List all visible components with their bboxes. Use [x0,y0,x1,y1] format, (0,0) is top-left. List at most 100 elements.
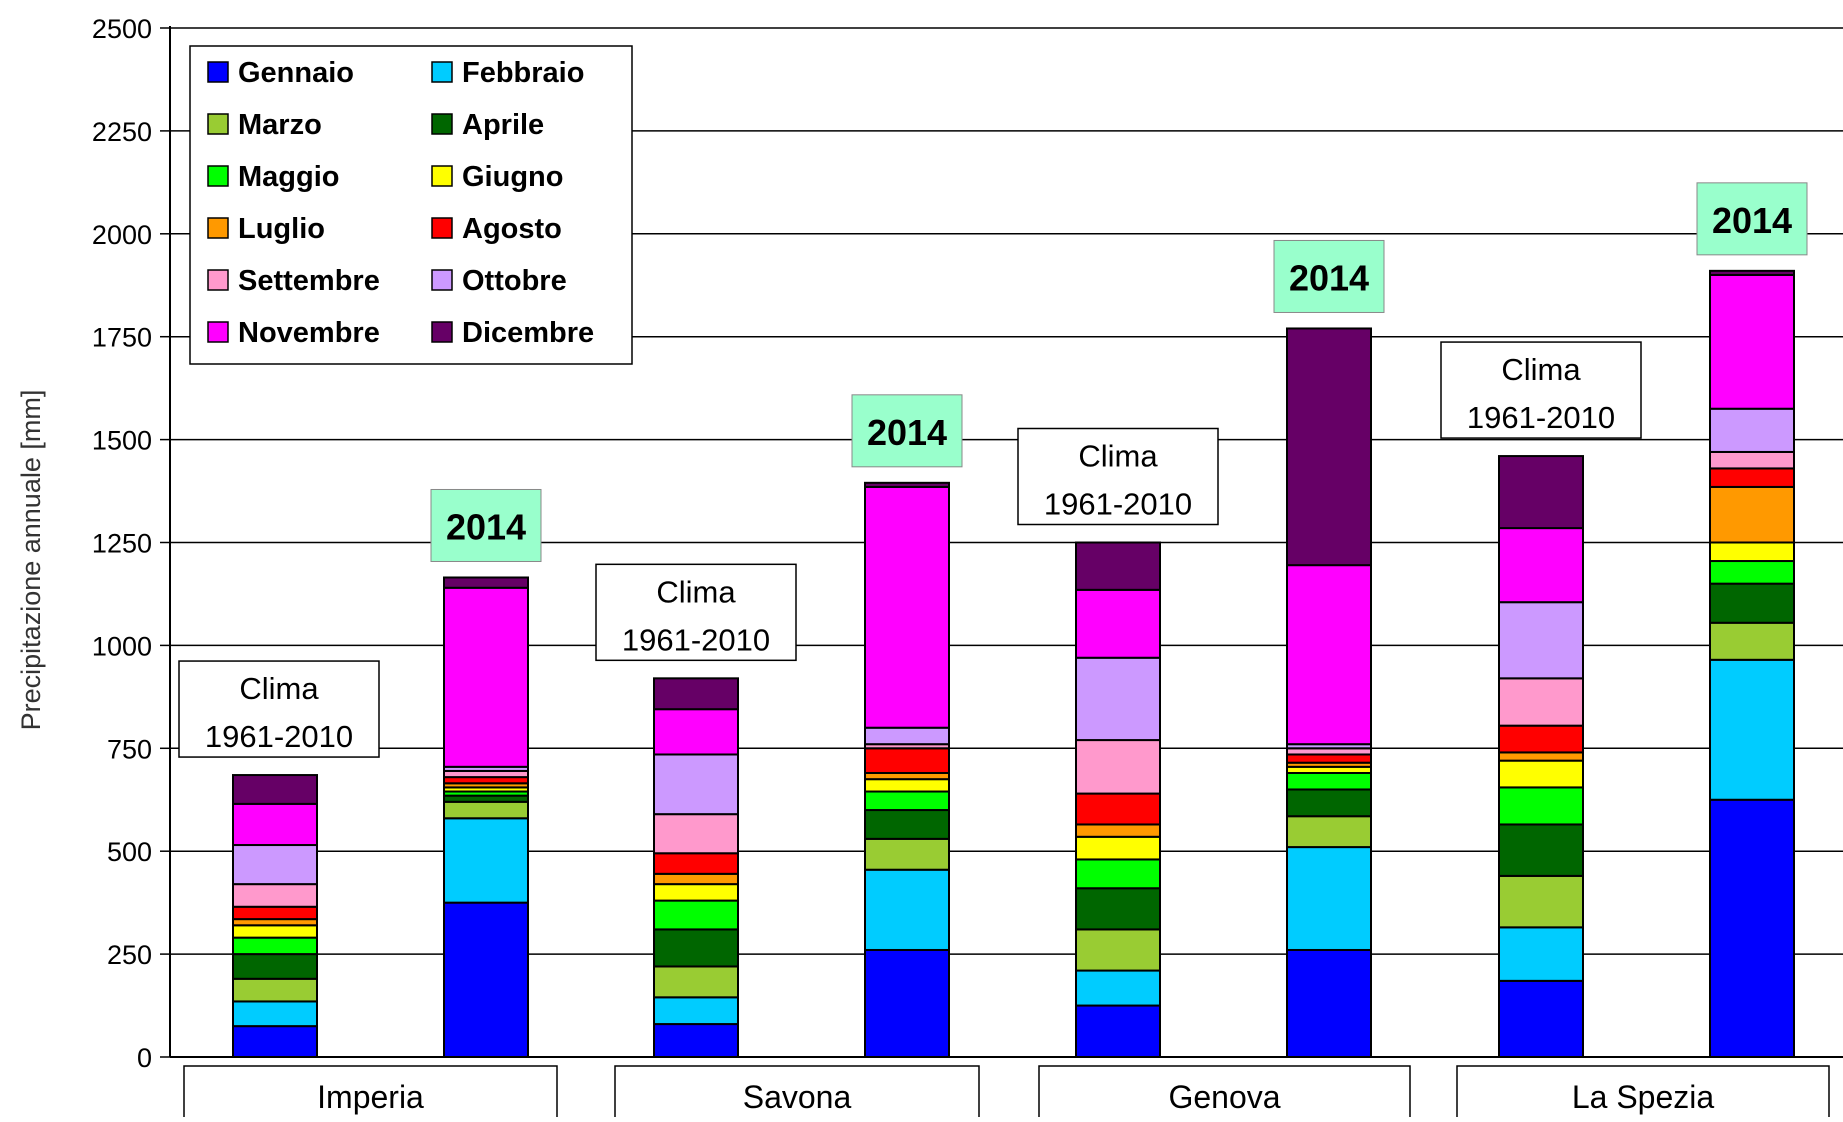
bar-segment-dicembre [864,481,950,488]
y-tick-label: 1750 [92,323,152,353]
year-label-box [430,488,542,562]
bar-segment-marzo [653,965,739,999]
bar-segment-maggio [653,899,739,931]
group-label-box [1456,1065,1830,1122]
legend-swatch-novembre [207,321,229,343]
legend-label: Febbraio [462,57,584,89]
y-tick-label: 500 [107,837,152,867]
bar-segment-settembre [1498,677,1584,727]
y-tick-label: 2250 [92,117,152,147]
bar-segment-giugno [1075,835,1161,861]
bar-segment-giugno [653,883,739,902]
bar-segment-novembre [1075,588,1161,659]
bar-segment-maggio [864,790,950,812]
bar-segment-aprile [232,953,318,980]
group-label: Genova [1168,1079,1280,1115]
legend-swatch-aprile [431,113,453,135]
y-tick-label: 750 [107,734,152,764]
bar-segment-settembre [232,883,318,908]
bar-segment-febbraio [864,868,950,951]
bar-segment-aprile [864,809,950,840]
bar-segment-giugno [864,778,950,793]
legend-label: Luglio [238,213,325,245]
bar-segment-settembre [1075,739,1161,795]
bar-segment-marzo [1286,815,1372,849]
bar-segment-gennaio [1498,979,1584,1058]
bar-segment-maggio [232,936,318,956]
bar-segment-febbraio [232,1000,318,1028]
bar-segment-novembre [1498,527,1584,604]
legend-label: Aprile [462,109,544,141]
bar-segment-giugno [1709,541,1795,563]
bar-segment-marzo [1075,928,1161,972]
bar-segment-agosto [232,905,318,921]
legend-label: Ottobre [462,265,567,297]
y-tick-label: 2000 [92,220,152,250]
bar-segment-novembre [232,802,318,847]
year-label: 2014 [446,506,526,547]
bar-segment-febbraio [1709,658,1795,801]
bar-segment-novembre [864,485,950,729]
bar-segment-gennaio [653,1023,739,1059]
bar-segment-maggio [1709,560,1795,585]
bar-segment-agosto [1286,753,1372,764]
clima-label: 1961-2010 [1044,487,1192,522]
y-tick-label: 1500 [92,426,152,456]
legend-label: Settembre [238,265,380,297]
clima-label: 1961-2010 [622,622,770,657]
legend-label: Novembre [238,317,380,349]
clima-label: Clima [1501,352,1581,387]
bar-segment-febbraio [1075,969,1161,1007]
bar-segment-luglio [1075,823,1161,838]
bar-segment-novembre [1286,564,1372,746]
year-label: 2014 [1712,200,1792,241]
bar-segment-gennaio [864,948,950,1059]
y-axis-label: Precipitazione annuale [mm] [16,390,46,731]
bar-segment-agosto [1075,792,1161,826]
bar-segment-dicembre [1075,541,1161,591]
year-label-box [1273,239,1385,313]
bar-segment-marzo [1498,874,1584,929]
bar-segment-ottobre [653,753,739,816]
bar-segment-aprile [653,928,739,968]
year-label-box [1696,182,1808,256]
legend-label: Marzo [238,109,322,141]
bar-segment-dicembre [232,774,318,805]
bar-segment-aprile [1709,582,1795,624]
bar-segment-marzo [1709,621,1795,661]
bars-layer [232,269,1795,1059]
clima-label-box [1440,341,1642,439]
y-tick-label: 1250 [92,529,152,559]
bar-segment-novembre [1709,273,1795,410]
bar-segment-giugno [1498,759,1584,789]
bar-segment-aprile [1498,823,1584,877]
year-label: 2014 [1289,257,1369,298]
legend-swatch-dicembre [431,321,453,343]
bar-segment-marzo [232,977,318,1003]
legend-swatch-marzo [207,113,229,135]
bar-segment-maggio [1075,858,1161,890]
bar-segment-ottobre [232,844,318,886]
bar-segment-marzo [443,800,529,820]
bar-segment-febbraio [653,996,739,1026]
legend-swatch-gennaio [207,61,229,83]
clima-label-box [178,660,380,758]
clima-label: 1961-2010 [1467,400,1615,435]
group-label: Savona [743,1079,852,1115]
y-tick-label: 2500 [92,14,152,44]
bar-segment-novembre [443,586,529,768]
bar-segment-dicembre [1498,455,1584,530]
group-label-box [1038,1065,1411,1122]
legend-swatch-giugno [431,165,453,187]
bar-segment-dicembre [1286,327,1372,567]
bar-segment-luglio [1498,751,1584,762]
clima-label: Clima [656,574,736,609]
legend: Gennaio Febbraio Marzo Aprile Maggio Giugno Lu… [189,45,633,365]
bar-segment-gennaio [1075,1004,1161,1058]
clima-label-box [1017,427,1219,526]
bar-segment-agosto [1498,724,1584,754]
bar-segment-luglio [1709,485,1795,544]
y-tick-label: 250 [107,940,152,970]
clima-label-box [595,563,797,662]
bar-segment-settembre [653,813,739,855]
